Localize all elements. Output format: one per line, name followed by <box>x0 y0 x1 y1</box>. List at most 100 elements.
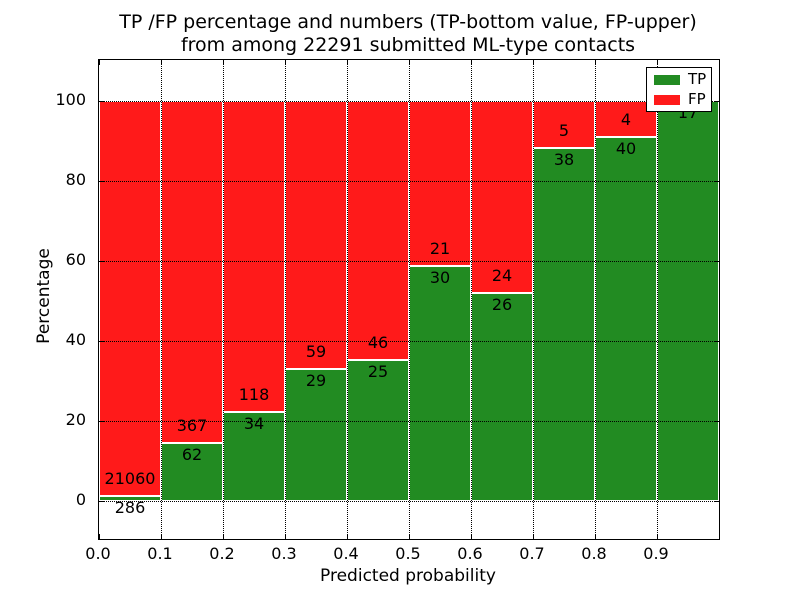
tp-bar <box>657 101 719 501</box>
tick-mark <box>223 534 224 539</box>
x-tick-label: 0.0 <box>85 544 111 563</box>
tp-bar <box>347 360 409 501</box>
tick-mark <box>719 534 720 539</box>
tick-mark <box>347 534 348 539</box>
tp-bar <box>161 443 223 501</box>
tick-mark <box>99 261 104 262</box>
gridline-vertical <box>223 60 224 539</box>
tick-mark <box>99 341 104 342</box>
fp-count-label: 46 <box>367 333 389 353</box>
fp-count-label: 367 <box>176 416 208 436</box>
fp-count-label: 21060 <box>104 468 156 488</box>
gridline-vertical <box>657 60 658 539</box>
plot-area: 21060 286 367 62 118 34 59 29 46 25 21 30 24 26 5 38 4 40… <box>98 59 720 540</box>
chart-title-line1: TP /FP percentage and numbers (TP-bottom… <box>119 11 697 33</box>
fp-bar <box>223 101 285 412</box>
tick-mark <box>99 534 100 539</box>
x-tick-label: 0.5 <box>395 544 421 563</box>
fp-bar <box>347 101 409 361</box>
tp-count-label: 30 <box>429 267 451 287</box>
tick-mark <box>223 60 224 65</box>
tick-mark <box>595 60 596 65</box>
gridline-vertical <box>347 60 348 539</box>
tick-mark <box>99 181 104 182</box>
fp-legend-label: FP <box>688 90 706 108</box>
tp-legend-swatch <box>654 74 680 85</box>
fp-bar <box>471 101 533 293</box>
tick-mark <box>714 181 719 182</box>
gridline-vertical <box>409 60 410 539</box>
fp-count-label: 59 <box>305 342 327 362</box>
gridline-vertical <box>161 60 162 539</box>
gridline-vertical <box>595 60 596 539</box>
tick-mark <box>409 60 410 65</box>
tp-bar <box>471 293 533 501</box>
tp-count-label: 25 <box>367 362 389 382</box>
x-tick-label: 0.8 <box>581 544 607 563</box>
tick-mark <box>99 60 100 65</box>
y-tick-label: 80 <box>65 170 86 189</box>
gridline-vertical <box>533 60 534 539</box>
tick-mark <box>533 534 534 539</box>
gridline-vertical <box>285 60 286 539</box>
fp-count-label: 118 <box>238 384 270 404</box>
tick-mark <box>714 101 719 102</box>
tp-count-label: 34 <box>243 413 265 433</box>
tick-mark <box>714 501 719 502</box>
tp-count-label: 26 <box>491 295 513 314</box>
tp-bar <box>533 147 595 501</box>
fp-bar <box>285 101 347 370</box>
chart-title-line2: from among 22291 submitted ML-type conta… <box>180 34 636 56</box>
tick-mark <box>533 60 534 65</box>
fp-count-label: 5 <box>558 120 570 140</box>
tick-mark <box>285 534 286 539</box>
y-tick-label: 20 <box>65 410 86 429</box>
y-tick-label: 0 <box>75 490 86 509</box>
x-tick-label: 0.4 <box>333 544 359 563</box>
tp-count-label: 38 <box>553 149 575 169</box>
tick-mark <box>161 60 162 65</box>
x-tick-label: 0.6 <box>457 544 483 563</box>
tick-mark <box>161 534 162 539</box>
tick-mark <box>409 534 410 539</box>
x-tick-label: 0.2 <box>209 544 235 563</box>
tp-bar <box>595 137 657 501</box>
tp-bar <box>285 369 347 501</box>
tick-mark <box>347 60 348 65</box>
fp-bar <box>161 101 223 444</box>
tp-count-label: 62 <box>181 445 203 465</box>
legend: TP FP <box>646 67 712 112</box>
chart-title: TP /FP percentage and numbers (TP-bottom… <box>90 11 726 57</box>
legend-item-tp: TP <box>654 71 711 88</box>
tp-bar <box>99 495 161 501</box>
gridline-vertical <box>471 60 472 539</box>
tp-legend-label: TP <box>688 70 707 88</box>
x-tick-label: 0.1 <box>147 544 173 563</box>
x-axis-label: Predicted probability <box>320 566 496 586</box>
tick-mark <box>471 60 472 65</box>
tick-mark <box>285 60 286 65</box>
tick-mark <box>471 534 472 539</box>
tp-bar <box>409 265 471 501</box>
fp-bar <box>99 101 161 496</box>
tick-mark <box>657 60 658 65</box>
x-tick-label: 0.9 <box>643 544 669 563</box>
y-tick-label: 60 <box>65 250 86 269</box>
fp-legend-swatch <box>654 94 680 105</box>
x-tick-label: 0.3 <box>271 544 297 563</box>
tp-count-label: 40 <box>615 139 637 159</box>
tick-mark <box>595 534 596 539</box>
tp-count-label: 286 <box>114 497 146 517</box>
y-tick-label: 40 <box>65 330 86 349</box>
tick-mark <box>99 421 104 422</box>
y-tick-label: 100 <box>55 90 86 109</box>
tick-mark <box>714 341 719 342</box>
tick-mark <box>714 261 719 262</box>
fp-count-label: 21 <box>429 238 451 258</box>
legend-item-fp: FP <box>654 91 711 108</box>
x-tick-label: 0.7 <box>519 544 545 563</box>
tick-mark <box>657 534 658 539</box>
tick-mark <box>99 101 104 102</box>
tp-count-label: 29 <box>305 371 327 391</box>
tick-mark <box>719 60 720 65</box>
